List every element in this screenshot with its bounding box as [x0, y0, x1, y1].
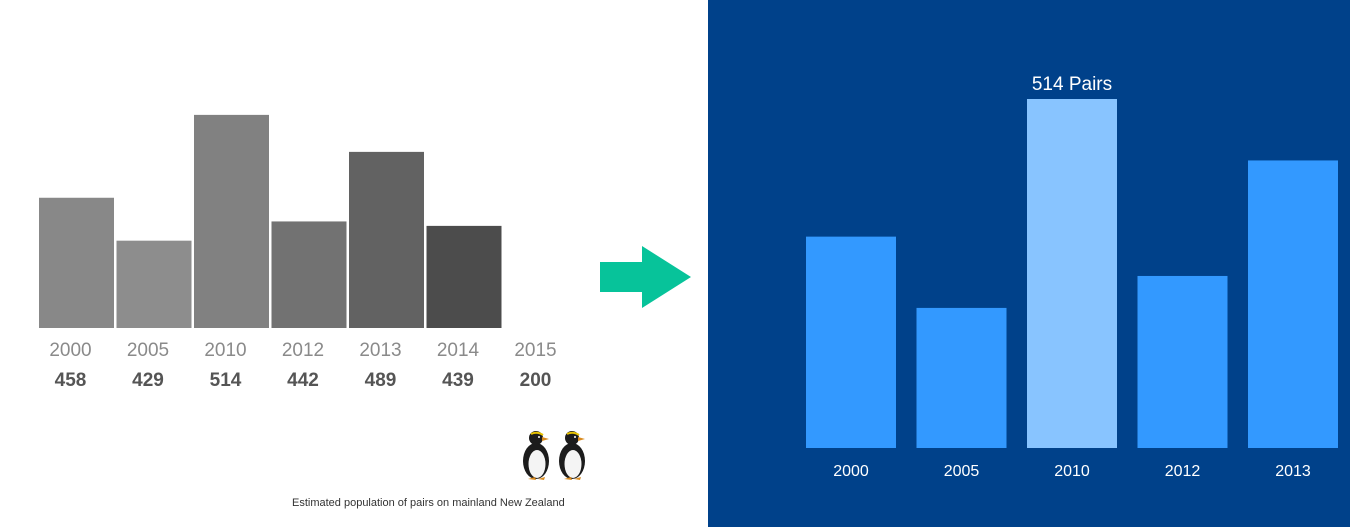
before-value-label: 429: [132, 370, 164, 391]
after-year-label: 2000: [833, 463, 869, 480]
penguin-right: [559, 431, 585, 480]
before-value-label: 200: [520, 370, 552, 391]
before-bar-2005: [116, 240, 192, 328]
right-arrow-icon: [600, 246, 691, 308]
penguin-left: [523, 431, 549, 480]
after-year-label: 2010: [1054, 463, 1090, 480]
before-bar-chart: 2000 458 2005 429 2010 514 2012 442 2013 489 2014 4…: [39, 114, 557, 391]
after-chart-panel: 2000 2005 2010 514 Pairs 2012 2013: [708, 0, 1350, 527]
before-bar-2013: [349, 151, 424, 328]
before-year-label: 2000: [49, 340, 91, 361]
before-year-label: 2010: [204, 340, 246, 361]
before-year-label: 2014: [437, 340, 480, 361]
before-bar-2014: [426, 225, 502, 328]
before-bar-2000: [39, 197, 114, 328]
before-year-label: 2012: [282, 340, 324, 361]
before-value-label: 489: [365, 370, 397, 391]
highlight-value-label: 514 Pairs: [1032, 74, 1112, 95]
after-bar-2000: [806, 236, 896, 448]
penguin-icon: [523, 431, 585, 480]
after-year-label: 2012: [1165, 463, 1201, 480]
after-bar-2010: [1027, 99, 1117, 448]
after-bar-2005: [916, 307, 1007, 448]
chart-caption: Estimated population of pairs on mainlan…: [292, 497, 565, 509]
before-value-label: 458: [55, 370, 87, 391]
before-value-label: 442: [287, 370, 319, 391]
before-year-label: 2015: [514, 340, 556, 361]
after-year-label: 2013: [1275, 463, 1311, 480]
before-chart-panel: 2000 458 2005 429 2010 514 2012 442 2013 489 2014 4…: [39, 114, 596, 509]
after-bar-chart: 2000 2005 2010 514 Pairs 2012 2013: [806, 74, 1338, 480]
penguins-illustration: [516, 426, 596, 482]
after-bar-2013: [1248, 160, 1338, 448]
before-value-label: 439: [442, 370, 474, 391]
before-bar-2010: [194, 114, 269, 328]
before-year-label: 2005: [127, 340, 169, 361]
before-bar-2012: [271, 221, 347, 328]
transform-arrow: [598, 244, 694, 310]
after-bar-2012: [1137, 275, 1228, 448]
before-year-label: 2013: [359, 340, 401, 361]
before-value-label: 514: [210, 370, 242, 391]
after-year-label: 2005: [944, 463, 980, 480]
